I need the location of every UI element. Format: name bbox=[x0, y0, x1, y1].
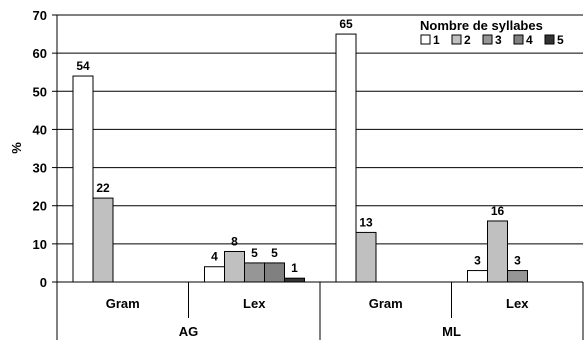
data-label: 4 bbox=[211, 250, 218, 264]
y-tick-label: 0 bbox=[40, 275, 47, 290]
legend-label: 3 bbox=[495, 33, 502, 47]
legend-label: 1 bbox=[433, 33, 440, 47]
group-label: AG bbox=[179, 324, 199, 339]
data-label: 5 bbox=[251, 246, 258, 260]
bar bbox=[507, 270, 528, 283]
data-label: 54 bbox=[76, 59, 90, 73]
bar bbox=[335, 33, 357, 283]
grid bbox=[52, 14, 583, 283]
data-label: 3 bbox=[514, 254, 521, 268]
axes bbox=[56, 15, 584, 340]
category-label: Lex bbox=[243, 296, 266, 311]
legend-swatch bbox=[420, 34, 431, 45]
bar bbox=[264, 262, 285, 283]
legend-swatch bbox=[482, 34, 493, 45]
bar bbox=[487, 220, 508, 283]
y-tick-label: 70 bbox=[33, 8, 47, 23]
data-label: 8 bbox=[231, 234, 238, 248]
bar bbox=[224, 250, 245, 283]
data-label: 3 bbox=[474, 254, 481, 268]
legend: Nombre de syllabes 1 2 3 4 5 bbox=[420, 18, 564, 47]
bar bbox=[244, 262, 265, 283]
bars bbox=[72, 33, 528, 283]
y-tick-label: 60 bbox=[33, 46, 47, 61]
bar bbox=[204, 266, 225, 283]
category-label: Gram bbox=[106, 296, 140, 311]
bar bbox=[92, 197, 114, 283]
data-label: 1 bbox=[291, 261, 298, 275]
y-tick-label: 30 bbox=[33, 161, 47, 176]
y-axis-label: % bbox=[9, 142, 24, 154]
legend-title: Nombre de syllabes bbox=[420, 18, 543, 33]
bar bbox=[284, 277, 305, 283]
category-label: Gram bbox=[369, 296, 403, 311]
legend-swatch bbox=[451, 34, 462, 45]
y-tick-label: 50 bbox=[33, 84, 47, 99]
group-label: ML bbox=[442, 324, 461, 339]
data-label: 5 bbox=[271, 246, 278, 260]
legend-label: 4 bbox=[526, 33, 533, 47]
bar bbox=[467, 270, 488, 283]
legend-swatch bbox=[544, 34, 555, 45]
data-label: 65 bbox=[339, 17, 353, 31]
category-labels: Gram Lex Gram Lex AG ML bbox=[106, 296, 529, 339]
data-label: 13 bbox=[359, 215, 373, 229]
category-label: Lex bbox=[506, 296, 529, 311]
y-tick-labels: 0 10 20 30 40 50 60 70 bbox=[33, 8, 47, 290]
data-label: 22 bbox=[96, 181, 110, 195]
y-tick-label: 20 bbox=[33, 199, 47, 214]
y-tick-label: 40 bbox=[33, 122, 47, 137]
data-label: 16 bbox=[491, 204, 505, 218]
bar bbox=[355, 231, 377, 283]
legend-label: 2 bbox=[464, 33, 471, 47]
legend-swatch bbox=[513, 34, 524, 45]
legend-label: 5 bbox=[557, 33, 564, 47]
bar bbox=[72, 75, 94, 283]
y-tick-label: 10 bbox=[33, 237, 47, 252]
